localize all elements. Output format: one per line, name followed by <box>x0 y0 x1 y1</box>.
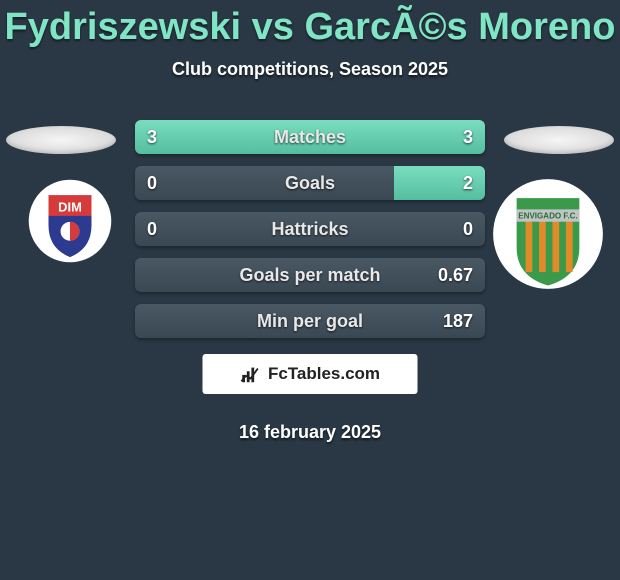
stat-left-value: 0 <box>147 166 157 200</box>
stat-label: Goals per match <box>135 258 485 292</box>
stats-table: Matches33Goals02Hattricks00Goals per mat… <box>135 120 485 350</box>
stat-label: Matches <box>135 120 485 154</box>
stat-label: Hattricks <box>135 212 485 246</box>
right-flag-ellipse <box>504 126 614 154</box>
stat-right-value: 0 <box>463 212 473 246</box>
right-club-badge: ENVIGADO F.C. <box>492 178 604 290</box>
left-club-badge: DIM <box>27 178 113 264</box>
stat-right-value: 187 <box>443 304 473 338</box>
page-title: Fydriszewski vs GarcÃ©s Moreno <box>0 0 620 49</box>
stat-row: Hattricks0 0 <box>135 212 485 246</box>
stat-label: Min per goal <box>135 304 485 338</box>
stat-row: Goals0 2 <box>135 166 485 200</box>
stat-row: Goals per match0.67 <box>135 258 485 292</box>
stat-left-value: 0 <box>147 212 157 246</box>
svg-text:ENVIGADO F.C.: ENVIGADO F.C. <box>518 211 577 220</box>
stat-right-value: 3 <box>463 120 473 154</box>
stat-right-value: 0.67 <box>438 258 473 292</box>
stat-label: Goals <box>135 166 485 200</box>
stat-row: Matches3 3 <box>135 120 485 154</box>
brand-text: FcTables.com <box>268 364 380 384</box>
date-text: 16 february 2025 <box>0 422 620 443</box>
left-flag-ellipse <box>6 126 116 154</box>
brand-badge: FcTables.com <box>203 354 418 394</box>
chart-icon <box>240 363 262 385</box>
stat-left-value: 3 <box>147 120 157 154</box>
stat-row: Min per goal187 <box>135 304 485 338</box>
subtitle: Club competitions, Season 2025 <box>0 59 620 80</box>
svg-text:DIM: DIM <box>58 200 82 215</box>
stat-right-value: 2 <box>463 166 473 200</box>
